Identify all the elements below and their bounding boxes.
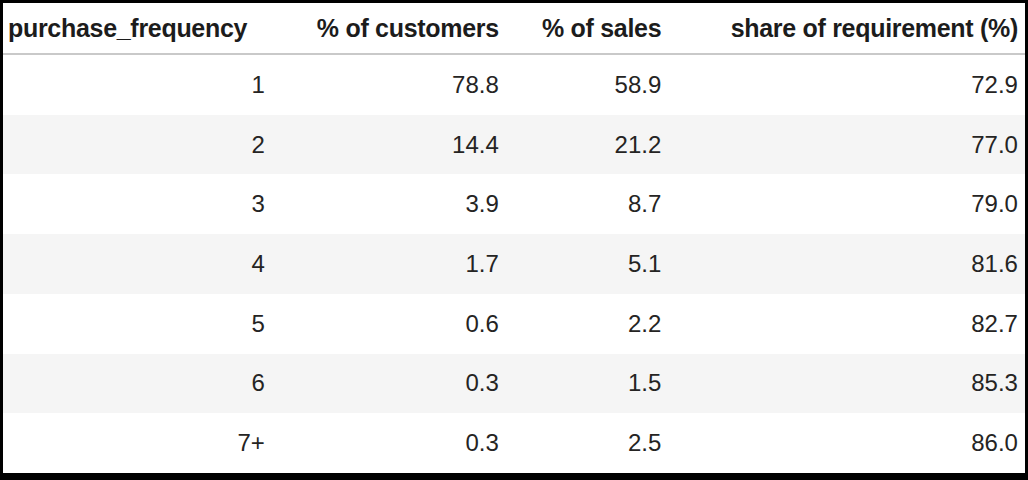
table-cell: 1.7 bbox=[272, 250, 506, 278]
table-row: 50.62.282.7 bbox=[3, 294, 1025, 354]
column-header-share-of-requirement: share of requirement (%) bbox=[668, 14, 1025, 43]
table-cell: 21.2 bbox=[506, 131, 668, 159]
table-cell: 3 bbox=[3, 190, 272, 218]
table-cell: 58.9 bbox=[506, 71, 668, 99]
table-cell: 72.9 bbox=[668, 71, 1025, 99]
table-row: 7+0.32.586.0 bbox=[3, 413, 1025, 473]
table-cell: 0.3 bbox=[272, 429, 506, 457]
table-cell: 3.9 bbox=[272, 190, 506, 218]
table-cell: 81.6 bbox=[668, 250, 1025, 278]
column-header-of-sales: % of sales bbox=[506, 14, 668, 43]
table-cell: 85.3 bbox=[668, 369, 1025, 397]
data-table: purchase_frequency% of customers% of sal… bbox=[0, 0, 1028, 480]
table-row: 33.98.779.0 bbox=[3, 174, 1025, 234]
table-cell: 82.7 bbox=[668, 310, 1025, 338]
table-cell: 6 bbox=[3, 369, 272, 397]
table-cell: 5.1 bbox=[506, 250, 668, 278]
table-cell: 78.8 bbox=[272, 71, 506, 99]
table-row: 60.31.585.3 bbox=[3, 354, 1025, 414]
table-header-row: purchase_frequency% of customers% of sal… bbox=[3, 3, 1025, 55]
table-cell: 7+ bbox=[3, 429, 272, 457]
table-cell: 5 bbox=[3, 310, 272, 338]
column-header-of-customers: % of customers bbox=[272, 14, 506, 43]
table-cell: 14.4 bbox=[272, 131, 506, 159]
table-cell: 2.5 bbox=[506, 429, 668, 457]
table-cell: 2.2 bbox=[506, 310, 668, 338]
column-header-purchase-frequency: purchase_frequency bbox=[3, 14, 272, 43]
table-cell: 4 bbox=[3, 250, 272, 278]
table-cell: 77.0 bbox=[668, 131, 1025, 159]
table-cell: 79.0 bbox=[668, 190, 1025, 218]
table-body: 178.858.972.9214.421.277.033.98.779.041.… bbox=[3, 55, 1025, 473]
table-cell: 1.5 bbox=[506, 369, 668, 397]
table-row: 178.858.972.9 bbox=[3, 55, 1025, 115]
table-row: 214.421.277.0 bbox=[3, 115, 1025, 175]
table-row: 41.75.181.6 bbox=[3, 234, 1025, 294]
table-cell: 0.3 bbox=[272, 369, 506, 397]
table-cell: 0.6 bbox=[272, 310, 506, 338]
table-cell: 2 bbox=[3, 131, 272, 159]
table-cell: 86.0 bbox=[668, 429, 1025, 457]
table-cell: 1 bbox=[3, 71, 272, 99]
table-cell: 8.7 bbox=[506, 190, 668, 218]
